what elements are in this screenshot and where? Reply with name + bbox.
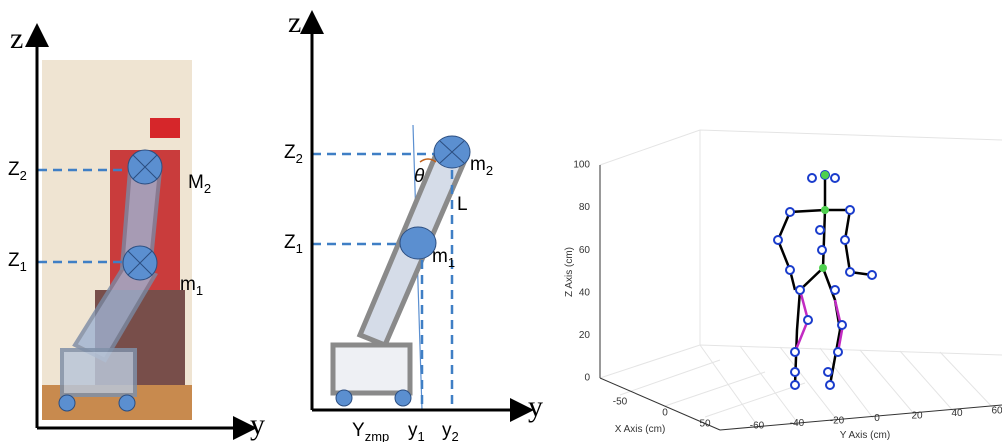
z-axis-label: z [10,22,23,55]
x-tick-label: 0 [662,408,668,419]
label-base: m [470,154,486,175]
label-subscript: 1 [418,429,425,442]
figure: z y Z2 Z1 M2 m1 z y Z2 Z1 m2 m1 θ L Yzmp… [0,0,1002,442]
x-tick-label: 50 [699,419,711,430]
robot-photo [37,35,245,428]
label-base: Z [8,159,20,180]
label-subscript: 2 [486,163,493,178]
label-base: Z [284,142,296,163]
z-tick-label: 80 [579,202,591,213]
label-subscript: 2 [452,429,459,442]
y-axis-title: Y Axis (cm) [840,430,890,441]
z-axis-label: z [288,6,301,39]
zmp-label: Yzmp [352,420,389,442]
y-tick-label: 40 [951,408,963,419]
z-tick-label: 40 [579,287,591,298]
x-axis-title: X Axis (cm) [615,424,666,435]
z1-label: Z1 [284,232,303,256]
z-tick-label: 20 [579,330,591,341]
label-base: Z [8,250,20,271]
label-base: y [442,420,452,441]
label-subscript: 2 [296,151,303,166]
label-subscript: 2 [204,181,211,196]
z-tick-label: 60 [579,245,591,256]
mass-label: m1 [180,274,203,298]
label-subscript: 1 [196,283,203,298]
label-base: Z [284,232,296,253]
y-tick-label: 20 [911,411,923,422]
label-base: m [180,274,196,295]
mass-label: M2 [188,172,211,196]
mass-label: m2 [470,154,493,178]
y-tick-label: 0 [874,413,880,424]
y2-label: y2 [442,420,459,442]
page: z y Z2 Z1 M2 m1 z y Z2 Z1 m2 m1 θ L Yzmp… [0,0,1002,442]
label-subscript: 2 [20,168,27,183]
x-tick-label: -50 [613,397,628,408]
angle-label: θ [414,166,425,187]
y-tick-label: -60 [750,421,765,432]
label-base: Y [352,420,365,441]
y1-label: y1 [408,420,425,442]
y-axis-label: y [528,390,543,423]
z-axis-title: Z Axis (cm) [564,247,575,297]
z1-label: Z1 [8,250,27,274]
label-base: M [188,172,204,193]
skeleton-plot [600,130,1002,430]
y-tick-label: -40 [790,418,805,429]
label-subscript: zmp [365,429,390,442]
label-subscript: 1 [296,241,303,256]
z-tick-label: 0 [584,373,590,384]
label-subscript: 1 [448,255,455,270]
y-axis-label: y [250,408,265,441]
schematic [312,22,522,410]
y-tick-label: 60 [991,406,1002,417]
label-base: y [408,420,418,441]
z2-label: Z2 [284,142,303,166]
y-tick-label: -20 [830,416,845,427]
z-tick-label: 100 [573,160,590,171]
label-subscript: 1 [20,259,27,274]
z2-label: Z2 [8,159,27,183]
length-label: L [457,194,468,215]
label-base: m [432,246,448,267]
